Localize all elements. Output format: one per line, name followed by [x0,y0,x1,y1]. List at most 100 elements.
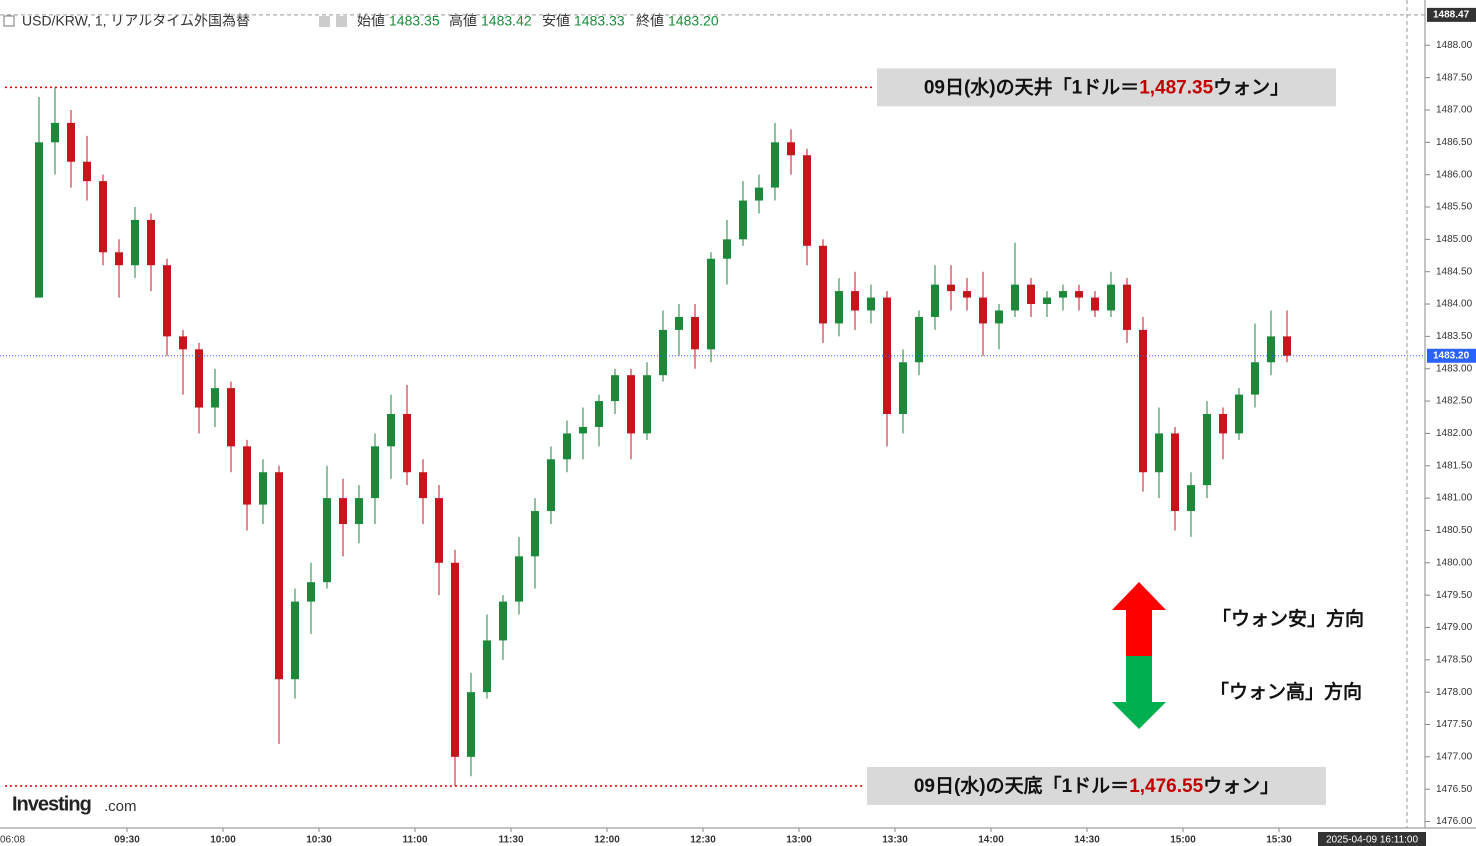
y-tick-label: 1479.00 [1436,622,1473,633]
y-tick-label: 1480.50 [1436,525,1473,536]
candle-body [515,556,523,602]
y-tick-label: 1482.00 [1436,428,1473,439]
candle-body [787,142,795,156]
candle-body [339,498,347,524]
candle-body [499,601,507,641]
logo: Investing [12,793,91,815]
x-tick-label: 10:00 [210,835,236,846]
timestamp-box [1318,832,1426,846]
candle-body [803,155,811,246]
annotation-box [867,766,1326,805]
icon [336,16,347,27]
y-tick-label: 1486.00 [1436,169,1473,180]
x-tick-label: 12:30 [690,835,716,846]
candle-body [1107,284,1115,311]
candle-body [483,640,491,693]
x-tick-label: 14:30 [1074,835,1100,846]
icon [319,16,330,27]
x-tick-label: 09:30 [114,835,140,846]
y-tick-label: 1481.50 [1436,460,1473,471]
candle-body [1075,291,1083,298]
y-tick-label: 1485.50 [1436,202,1473,213]
y-tick-label: 1483.00 [1436,363,1473,374]
candle-body [1219,414,1227,434]
candle-body [403,414,411,473]
candle-body [883,297,891,414]
y-tick-label: 1476.50 [1436,784,1473,795]
candle-body [899,362,907,414]
y-tick-label: 1487.00 [1436,105,1473,116]
x-tick-label: 13:30 [882,835,908,846]
y-tick-label: 1486.50 [1436,137,1473,148]
y-tick-label: 1480.00 [1436,557,1473,568]
candle-body [627,375,635,434]
x-tick-label: 13:00 [786,835,812,846]
x-tick-label: 14:00 [978,835,1004,846]
y-tick-label: 1487.50 [1436,72,1473,83]
arrow-up [1112,582,1166,656]
candle-body [227,388,235,447]
x-tick-label: 10:30 [306,835,332,846]
candle-body [35,142,43,298]
candle-body [243,446,251,505]
annotation-text: 09日(水)の天底「1ドル＝1,476.55ウォン」 [914,774,1279,797]
open-label: 始値 [357,13,385,29]
candle-body [579,426,587,434]
candle-body [947,284,955,292]
y-tick-label: 1476.00 [1436,816,1473,827]
candle-body [611,375,619,402]
logo-suffix: .com [104,798,137,815]
y-tick-label: 1488.00 [1436,40,1473,51]
candle-body [1187,485,1195,512]
candle-body [1235,394,1243,434]
close-label: 終値 [636,13,664,29]
candle-body [83,161,91,182]
last-price-label: 1483.20 [1433,350,1470,361]
y-tick-label: 1479.50 [1436,590,1473,601]
arrow-down-text: 「ウォン高」方向 [1210,680,1362,703]
x-tick-label: 11:00 [402,835,427,846]
annotation-part: 1,487.35 [1139,77,1213,98]
axis-top-label: 1488.47 [1433,10,1470,21]
candle-body [691,316,699,350]
candle-body [531,511,539,557]
x-tick-label: 11:30 [498,835,523,846]
candle-body [563,433,571,460]
open-value: 1483.35 [389,13,440,29]
candle-body [707,258,715,350]
candle-body [259,472,267,505]
close-value: 1483.20 [668,13,719,29]
y-tick-label: 1478.00 [1436,687,1473,698]
low-label: 安値 [542,13,570,29]
candle-body [371,446,379,499]
candle-body [323,498,331,583]
candle-body [1155,433,1163,473]
candle-body [1091,297,1099,311]
annotation-part: 09日(水)の天底「1ドル＝ [914,774,1129,797]
candle-body [851,291,859,311]
candle-body [819,245,827,324]
candle-body [963,291,971,298]
y-tick-label: 1485.00 [1436,234,1473,245]
candle-body [435,498,443,563]
y-tick-label: 1481.00 [1436,493,1473,504]
axis-top-box [1427,7,1476,22]
candle-body [771,142,779,188]
candle-body [115,252,123,266]
candle-body [467,692,475,757]
candle-body [1059,291,1067,298]
candle-body [67,122,75,162]
candle-body [99,181,107,253]
y-tick-label: 1483.50 [1436,331,1473,342]
candle-body [211,388,219,408]
candle-body [867,297,875,311]
candle-body [307,582,315,602]
timestamp: 2025-04-09 16:11:00 [1326,835,1419,846]
annotation-part: 1,476.55 [1129,776,1203,797]
candle-body [835,291,843,324]
candle-body [931,284,939,317]
candle-body [291,601,299,680]
candle-body [659,329,667,376]
candle-body [1251,362,1259,395]
